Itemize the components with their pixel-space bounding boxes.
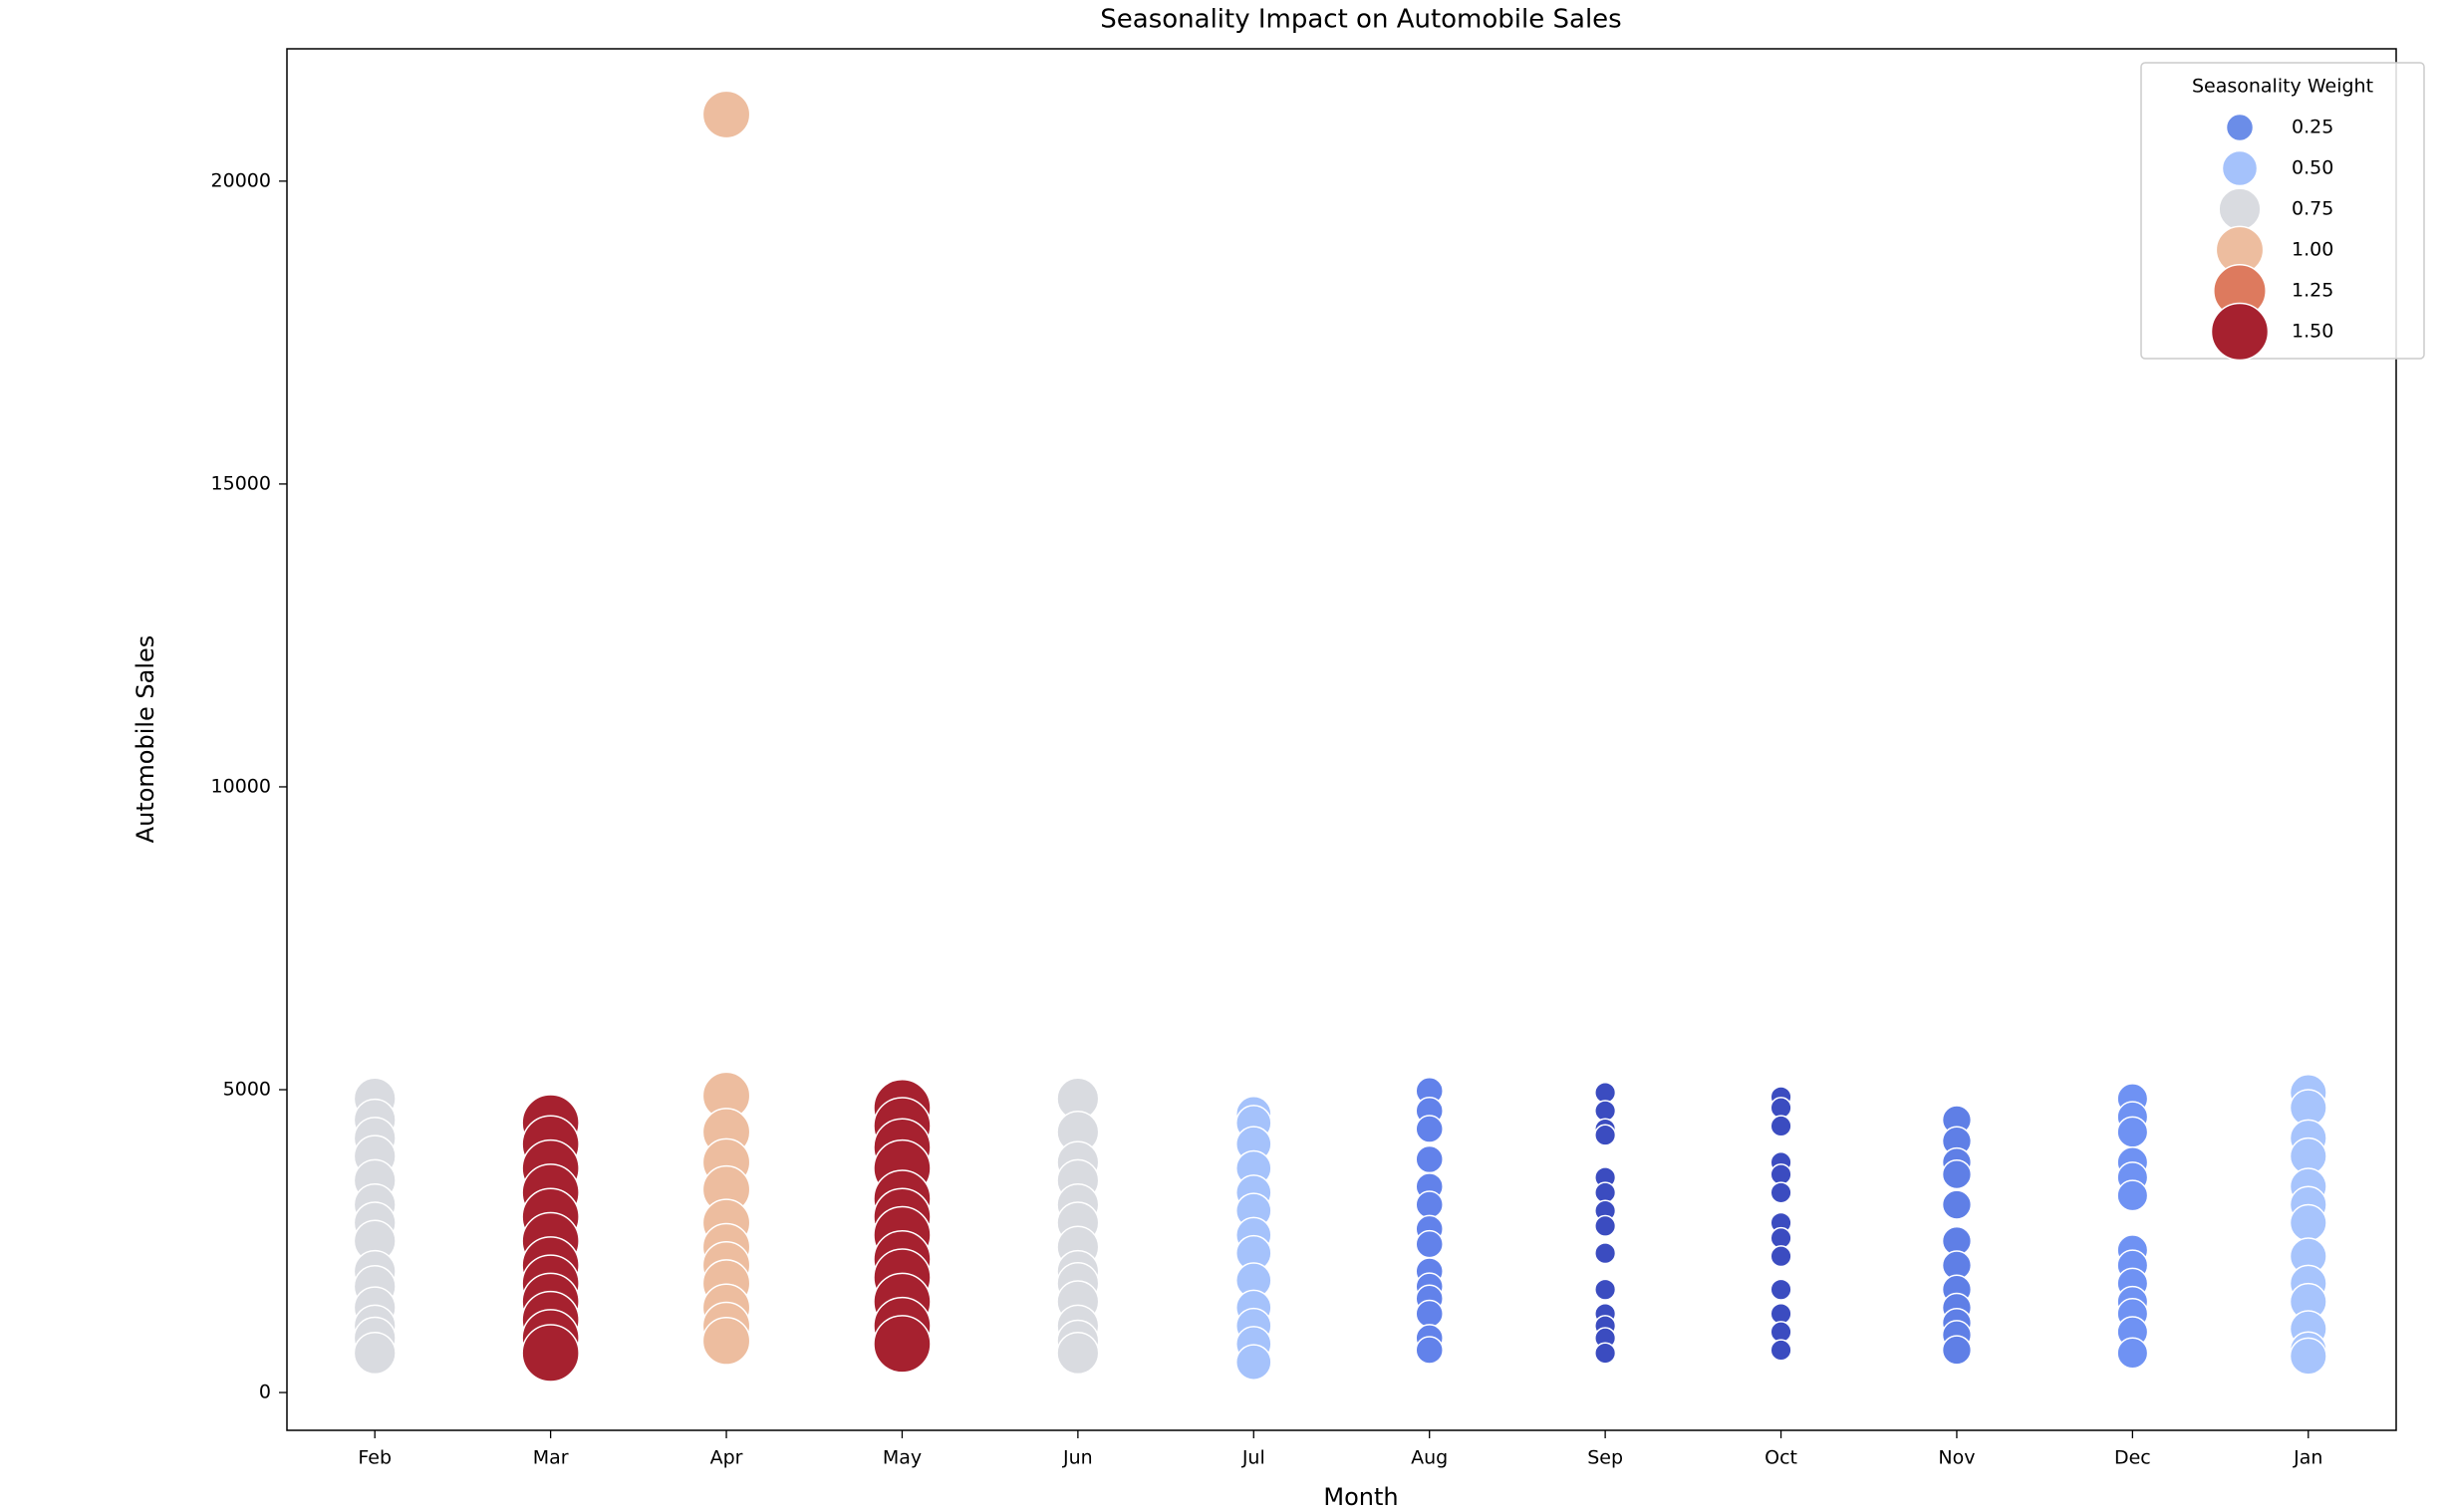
point bbox=[1594, 1214, 1617, 1237]
y-tick-label: 15000 bbox=[211, 472, 271, 494]
point bbox=[1769, 1278, 1792, 1301]
point bbox=[873, 1315, 932, 1374]
x-tick-label: Jun bbox=[1062, 1447, 1093, 1469]
x-tick-label: Oct bbox=[1765, 1447, 1797, 1469]
x-tick-label: Jan bbox=[2293, 1447, 2322, 1469]
legend-label: 1.25 bbox=[2292, 280, 2333, 302]
point bbox=[1941, 1158, 1973, 1190]
point bbox=[1234, 1344, 1272, 1381]
legend-label: 0.75 bbox=[2292, 198, 2333, 220]
point bbox=[1594, 1124, 1617, 1146]
x-axis-label: Month bbox=[1323, 1483, 1398, 1511]
point bbox=[1941, 1189, 1973, 1220]
point bbox=[1594, 1342, 1617, 1365]
chart-title: Seasonality Impact on Automobile Sales bbox=[1100, 5, 1621, 35]
point bbox=[2116, 1179, 2149, 1212]
x-tick-label: Nov bbox=[1938, 1447, 1975, 1469]
x-tick-label: Aug bbox=[1411, 1447, 1448, 1469]
y-tick-label: 5000 bbox=[223, 1079, 271, 1101]
y-tick-label: 20000 bbox=[211, 169, 271, 191]
point bbox=[1056, 1331, 1100, 1376]
legend-label: 0.25 bbox=[2292, 117, 2333, 138]
point bbox=[1415, 1190, 1444, 1219]
point bbox=[701, 1316, 751, 1366]
plot-frame bbox=[286, 48, 2397, 1431]
legend-label: 1.50 bbox=[2292, 321, 2333, 343]
point bbox=[1941, 1335, 1973, 1366]
point bbox=[1415, 1336, 1444, 1365]
x-tick-label: Jul bbox=[1241, 1447, 1265, 1469]
point bbox=[1594, 1278, 1617, 1301]
legend-label: 0.50 bbox=[2292, 157, 2333, 179]
point bbox=[701, 90, 751, 139]
point bbox=[1415, 1229, 1444, 1259]
point bbox=[1415, 1115, 1444, 1143]
x-tick-label: Mar bbox=[533, 1447, 569, 1469]
point bbox=[2116, 1337, 2149, 1370]
legend-marker bbox=[2221, 149, 2259, 187]
point bbox=[1769, 1339, 1792, 1362]
x-tick-label: May bbox=[883, 1447, 922, 1469]
point bbox=[2116, 1116, 2149, 1148]
point bbox=[1415, 1144, 1444, 1174]
point bbox=[1594, 1242, 1617, 1265]
legend-title: Seasonality Weight bbox=[2192, 76, 2373, 98]
x-tick-label: Sep bbox=[1587, 1447, 1623, 1469]
point bbox=[1769, 1115, 1792, 1137]
point bbox=[2289, 1337, 2327, 1376]
y-tick-label: 10000 bbox=[211, 775, 271, 797]
legend-label: 1.00 bbox=[2292, 239, 2333, 261]
point bbox=[1769, 1181, 1792, 1204]
x-tick-label: Apr bbox=[710, 1447, 743, 1469]
legend-marker bbox=[2210, 302, 2270, 362]
point bbox=[521, 1324, 580, 1383]
y-tick-label: 0 bbox=[259, 1382, 271, 1403]
point bbox=[1415, 1299, 1444, 1329]
x-tick-label: Feb bbox=[358, 1447, 392, 1469]
point bbox=[353, 1331, 397, 1376]
x-tick-label: Dec bbox=[2114, 1447, 2151, 1469]
legend-marker bbox=[2225, 113, 2255, 142]
point bbox=[1769, 1245, 1792, 1268]
legend-marker bbox=[2218, 187, 2262, 231]
point bbox=[2289, 1203, 2327, 1242]
legend-box bbox=[2140, 62, 2425, 360]
y-axis-label: Automobile Sales bbox=[132, 635, 159, 844]
